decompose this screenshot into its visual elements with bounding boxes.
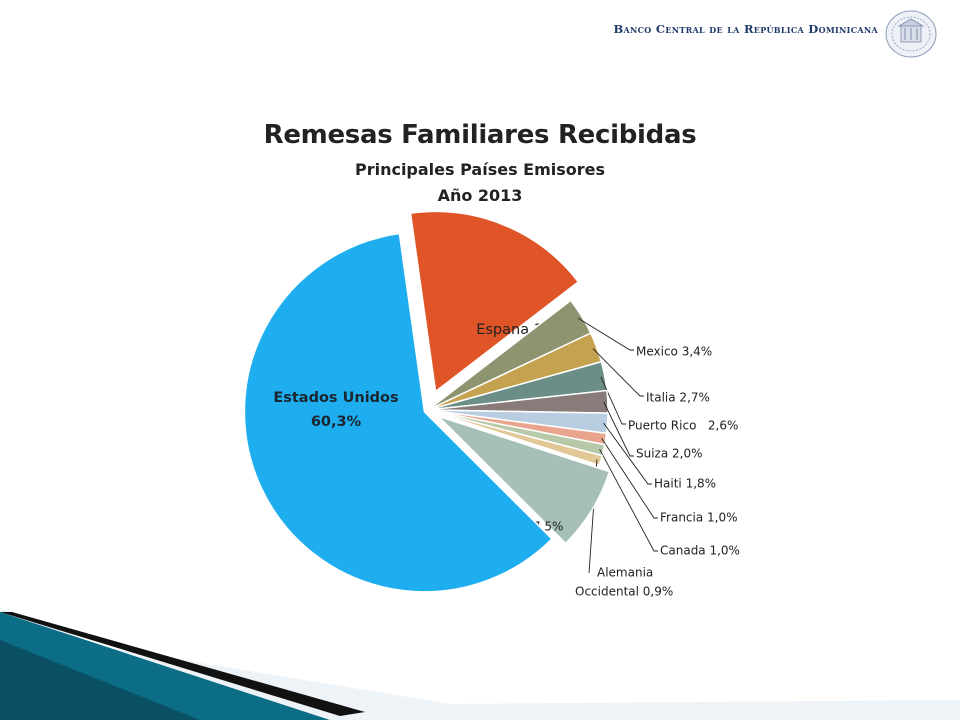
slice-label-8-line-0: Alemania <box>597 566 653 580</box>
leader-line-5 <box>603 422 652 485</box>
pie-slice-8 <box>427 409 604 467</box>
leader-line-6 <box>601 438 658 519</box>
chart-subtitle: Principales Países Emisores <box>354 160 606 179</box>
slice-label-6: Francia 1,0% <box>660 511 738 525</box>
leader-line-4 <box>603 401 634 457</box>
header-title: Banco Central de la República Dominicana <box>614 22 879 36</box>
decor-dark-teal-wedge <box>0 640 200 720</box>
slice-label-4: Suiza 2,0% <box>636 447 703 461</box>
leader-line-7 <box>599 448 658 552</box>
slice-label-8-line-1: Occidental 0,9% <box>575 585 673 599</box>
pie-slice-10 <box>243 232 553 593</box>
pie-slice-9 <box>437 415 611 545</box>
bank-seal-icon <box>885 10 937 58</box>
slice-label-2: Italia 2,7% <box>646 391 710 405</box>
chart-title: Remesas Familiares Recibidas <box>263 120 697 150</box>
decor-black-stripe <box>0 612 365 716</box>
leader-line-1 <box>577 317 634 351</box>
leader-line-2 <box>592 348 644 397</box>
slice-label-7: Canada 1,0% <box>660 544 740 558</box>
slice-label-10-line-1: 60,3% <box>311 414 362 430</box>
slice-label-3: Puerto Rico 2,6% <box>628 419 738 433</box>
chart-year: Año 2013 <box>437 186 523 205</box>
slice-label-1: Mexico 3,4% <box>636 345 712 359</box>
slice-label-10-line-0: Estados Unidos <box>273 390 398 406</box>
slice-label-5: Haiti 1,8% <box>654 477 716 491</box>
header-title-text: Banco Central de la República Dominicana <box>613 22 878 36</box>
pie-slice-0 <box>409 210 580 393</box>
